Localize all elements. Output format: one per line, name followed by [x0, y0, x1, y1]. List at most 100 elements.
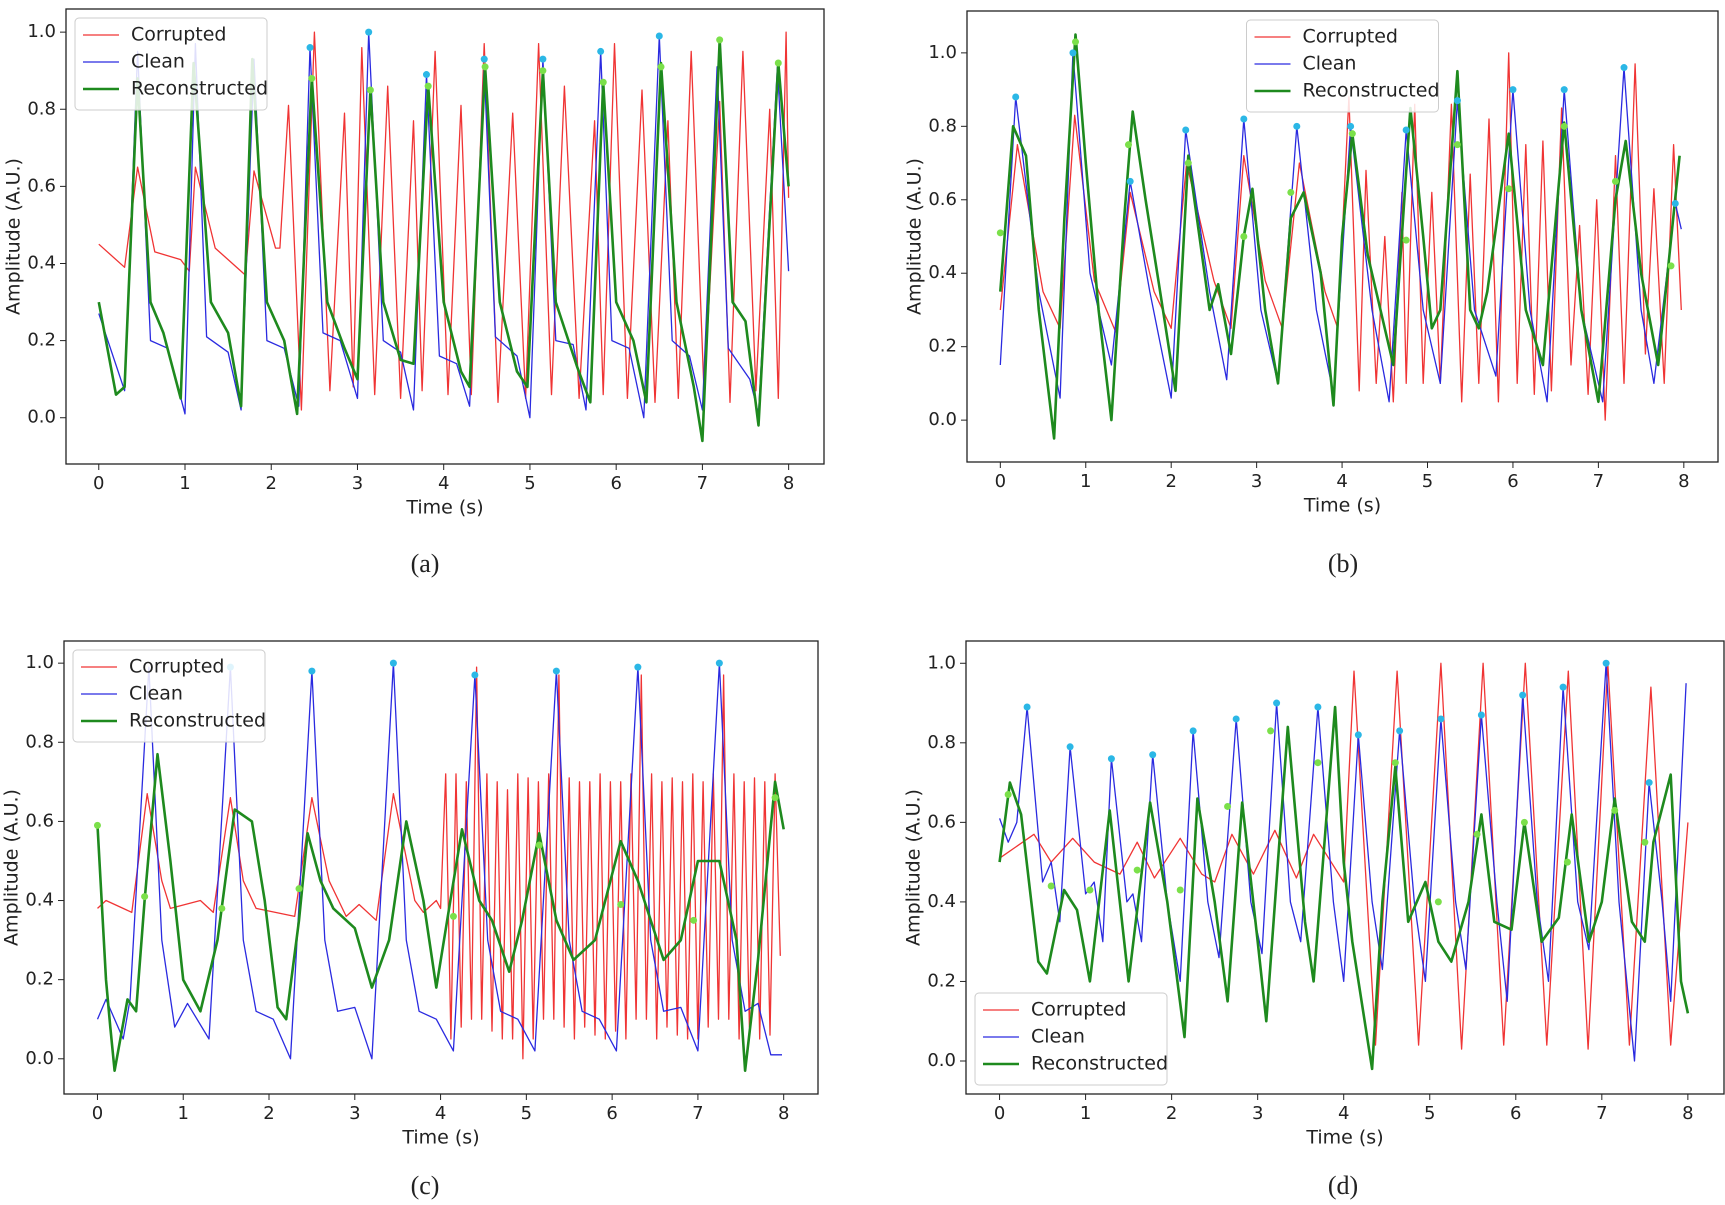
peak-marker [1560, 122, 1568, 130]
legend-label: Clean [1031, 1026, 1085, 1048]
peak-marker [471, 671, 479, 679]
legend-label: Corrupted [1303, 26, 1398, 48]
peak-marker [1620, 64, 1628, 72]
peak-marker [1560, 86, 1568, 94]
peak-marker [1287, 188, 1295, 196]
series-line [96, 752, 785, 1072]
y-tick-label: 0.0 [25, 1048, 54, 1069]
peak-marker [1004, 791, 1012, 799]
legend-label: Clean [129, 683, 183, 705]
y-tick-label: 0.8 [27, 98, 56, 119]
y-tick-label: 1.0 [927, 652, 956, 673]
x-tick-label: 7 [692, 1103, 703, 1124]
peak-marker [1520, 818, 1528, 826]
y-tick-label: 0.2 [927, 970, 956, 991]
y-tick-label: 0.2 [27, 330, 56, 351]
peak-marker [617, 900, 625, 908]
x-tick-label: 8 [1682, 1103, 1693, 1124]
y-tick-label: 0.6 [928, 189, 957, 210]
y-tick-label: 0.0 [928, 409, 957, 430]
y-axis-label: Amplitude (A.U.) [1, 789, 23, 946]
peak-marker [1314, 759, 1322, 767]
peak-marker [1348, 130, 1356, 138]
legend-box [74, 17, 268, 111]
x-tick-label: 3 [1251, 471, 1262, 492]
y-tick-label: 0.2 [928, 336, 957, 357]
peak-marker [1602, 659, 1610, 667]
panel-caption: (d) [1328, 1171, 1358, 1200]
peak-marker [308, 667, 316, 675]
legend-label: Reconstructed [1303, 80, 1440, 102]
peak-marker [141, 893, 149, 901]
x-axis-label: Time (s) [1303, 495, 1381, 517]
peak-marker [1232, 715, 1240, 723]
peak-marker [1611, 806, 1619, 814]
peak-marker [1453, 141, 1461, 149]
peak-marker [1396, 727, 1404, 735]
series-line [98, 31, 790, 411]
x-axis-label: Time (s) [405, 497, 483, 519]
peak-marker [771, 794, 779, 802]
peak-marker [1645, 779, 1653, 787]
peak-marker [1047, 882, 1055, 890]
peak-marker [1066, 743, 1074, 751]
peak-marker [1240, 115, 1248, 123]
peak-marker [1347, 122, 1355, 130]
y-tick-label: 0.8 [927, 732, 956, 753]
x-tick-label: 1 [178, 1103, 189, 1124]
x-tick-label: 1 [1080, 471, 1091, 492]
peak-marker [716, 36, 724, 44]
peak-marker [1354, 731, 1362, 739]
peak-marker [1184, 159, 1192, 167]
y-tick-label: 0.4 [25, 890, 54, 911]
peak-marker [1453, 97, 1461, 105]
y-tick-label: 0.4 [928, 262, 957, 283]
legend: Corrupted Clean Reconstructed [974, 992, 1168, 1086]
peak-marker [690, 916, 698, 924]
legend: Corrupted Clean Reconstructed [72, 649, 266, 743]
legend-label: Corrupted [129, 656, 224, 678]
y-axis-label: Amplitude (A.U.) [903, 789, 925, 946]
peak-marker [1641, 838, 1649, 846]
x-tick-label: 6 [1510, 1103, 1521, 1124]
series-line [999, 52, 1682, 421]
peak-marker [1391, 759, 1399, 767]
peak-marker [996, 229, 1004, 237]
peak-marker [308, 74, 316, 82]
peak-marker [449, 912, 457, 920]
x-tick-label: 2 [266, 473, 277, 494]
x-tick-label: 3 [1252, 1103, 1263, 1124]
peak-marker [1149, 751, 1157, 759]
peak-marker [1072, 38, 1080, 46]
legend-label: Clean [131, 51, 185, 73]
y-tick-label: 0.0 [927, 1050, 956, 1071]
panel: 0 1 2 3 4 5 6 7 8 0.0 0.2 0.4 0.6 0.8 1.0 Time (s) Ampli… [1, 640, 819, 1200]
x-tick-label: 5 [1424, 1103, 1435, 1124]
panel-caption: (a) [411, 549, 440, 578]
peak-marker [1505, 185, 1513, 193]
x-tick-label: 2 [263, 1103, 274, 1124]
peak-marker [634, 663, 642, 671]
peak-marker [306, 44, 314, 52]
legend-label: Reconstructed [129, 710, 266, 732]
x-tick-label: 4 [1338, 1103, 1349, 1124]
series-layer [998, 659, 1690, 1071]
peak-marker [1667, 262, 1675, 270]
series-layer [93, 659, 785, 1072]
x-tick-label: 0 [92, 1103, 103, 1124]
x-tick-label: 0 [93, 473, 104, 494]
peak-marker [422, 71, 430, 79]
series-line [98, 31, 790, 419]
x-tick-label: 7 [1596, 1103, 1607, 1124]
peak-marker [1671, 199, 1679, 207]
panel: 0 1 2 3 4 5 6 7 8 0.0 0.2 0.4 0.6 0.8 1.0 Time (s) Ampli… [904, 10, 1719, 578]
series-line [998, 705, 1690, 1071]
x-tick-label: 7 [697, 473, 708, 494]
peak-marker [1012, 93, 1020, 101]
y-tick-label: 0.0 [27, 407, 56, 428]
panel: 0 1 2 3 4 5 6 7 8 0.0 0.2 0.4 0.6 0.8 1.0 Time (s) Ampli… [3, 8, 825, 578]
legend: Corrupted Clean Reconstructed [74, 17, 268, 111]
peak-marker [1176, 886, 1184, 894]
legend-box [72, 649, 266, 743]
